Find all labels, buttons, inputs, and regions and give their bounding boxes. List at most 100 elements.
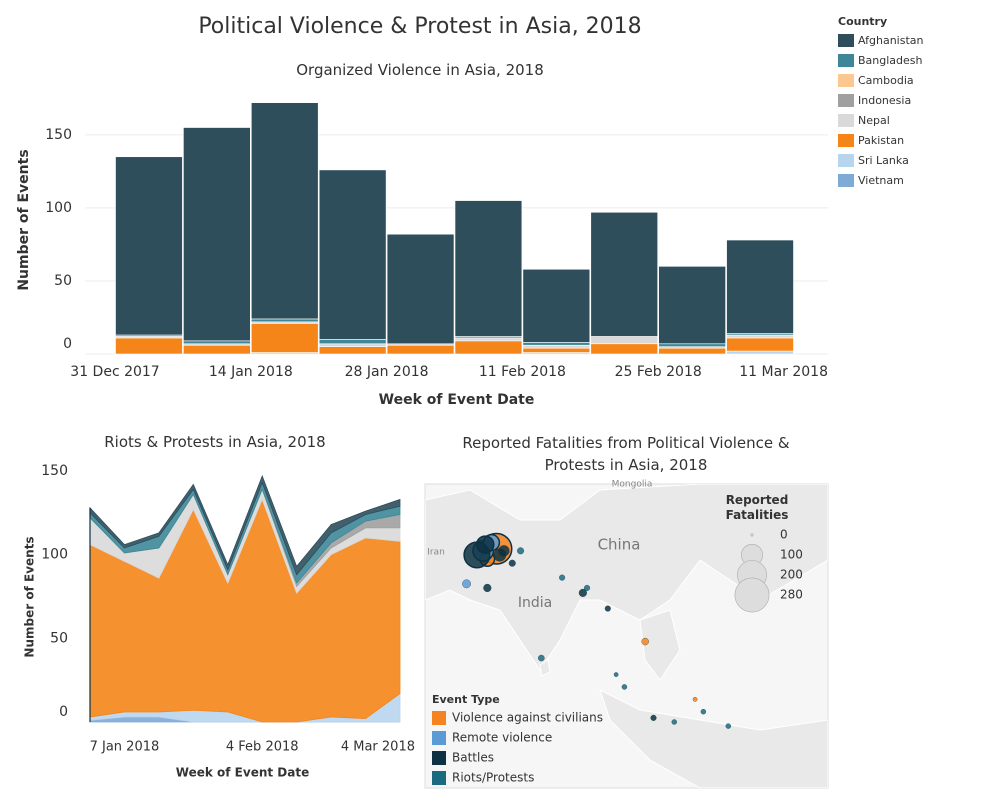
- legend-swatch: [838, 114, 854, 127]
- x-tick-label: 7 Jan 2018: [90, 740, 160, 755]
- legend-label: Afghanistan: [858, 34, 924, 47]
- legend-label: Sri Lanka: [858, 154, 909, 167]
- bar-segment: [726, 334, 794, 339]
- bar-segment: [251, 318, 319, 323]
- land: [425, 484, 828, 788]
- bubbles: [462, 532, 731, 729]
- bar-segment: [454, 340, 523, 355]
- legend-swatch: [838, 174, 854, 187]
- bar-segment: [590, 336, 658, 345]
- bubble: [725, 723, 731, 729]
- bubble: [559, 574, 566, 581]
- bar-segment: [454, 200, 523, 337]
- legend-swatch: [432, 711, 446, 725]
- bar-segment: [318, 339, 387, 345]
- y-tick-label: 50: [50, 630, 68, 646]
- y-tick-label: 100: [41, 547, 68, 563]
- bar-segment: [318, 169, 387, 340]
- bubble: [517, 547, 525, 555]
- bubble: [621, 684, 628, 690]
- bar-segment: [183, 340, 251, 345]
- legend-title: Event Type: [432, 693, 500, 706]
- x-tick-label: 11 Feb 2018: [479, 364, 566, 380]
- place-label: Iran: [427, 548, 445, 558]
- y-tick-label: 100: [45, 200, 72, 216]
- legend-label: Riots/Protests: [452, 771, 534, 785]
- bubble: [483, 583, 492, 592]
- bubble: [508, 559, 516, 567]
- bar-segment: [386, 233, 455, 345]
- bar-segment: [115, 337, 183, 355]
- x-tick-label: 11 Mar 2018: [739, 364, 828, 380]
- bar-segment: [726, 337, 794, 352]
- size-legend-label: 200: [780, 568, 803, 582]
- bubble: [650, 714, 657, 721]
- legend-label: Violence against civilians: [452, 711, 603, 725]
- chart-title: Reported Fatalities from Political Viole…: [462, 434, 790, 474]
- size-legend-label: 0: [780, 528, 788, 542]
- legend-swatch: [432, 731, 446, 745]
- legend-title: Country: [838, 15, 887, 28]
- bubble: [498, 545, 510, 557]
- place-label: Mongolia: [612, 480, 653, 490]
- area: [89, 474, 401, 576]
- bar-segment: [251, 323, 319, 353]
- bar-segment: [251, 102, 319, 320]
- bubble: [584, 584, 591, 591]
- bar-segment: [386, 344, 455, 355]
- bubble: [692, 697, 698, 702]
- bar-segment: [522, 268, 591, 343]
- x-tick-label: 25 Feb 2018: [615, 364, 702, 380]
- legend-swatch: [838, 34, 854, 47]
- bar-segment: [454, 337, 523, 342]
- y-axis-label: Number of Events: [16, 149, 32, 290]
- bubble: [700, 708, 707, 715]
- bar-segment: [658, 347, 726, 355]
- bar-segment: [522, 344, 591, 349]
- y-tick-label: 150: [45, 127, 72, 143]
- y-tick-label: 50: [54, 273, 72, 289]
- bubble: [462, 579, 471, 589]
- size-legend-label: 280: [780, 588, 803, 602]
- place-label: India: [518, 595, 552, 611]
- x-tick-label: 4 Feb 2018: [226, 740, 299, 755]
- x-tick-label: 14 Jan 2018: [209, 364, 293, 380]
- legend-swatch: [838, 94, 854, 107]
- legend-swatch: [838, 74, 854, 87]
- chart-title: Riots & Protests in Asia, 2018: [104, 433, 326, 451]
- bar-segment: [115, 156, 183, 336]
- legend-swatch: [838, 134, 854, 147]
- bar-segment: [726, 350, 794, 355]
- bar-segment: [522, 342, 591, 346]
- size-legend-circle: [734, 577, 770, 613]
- x-tick-label: 28 Jan 2018: [345, 364, 429, 380]
- bar-segment: [590, 211, 658, 337]
- y-axis-label: Number of Events: [23, 536, 37, 657]
- legend-label: Indonesia: [858, 94, 911, 107]
- bar-segment: [726, 239, 794, 334]
- bar-segment: [590, 343, 658, 355]
- legend-label: Bangladesh: [858, 54, 923, 67]
- bar-segment: [183, 127, 251, 342]
- x-axis-label: Week of Event Date: [379, 392, 535, 408]
- legend-swatch: [432, 751, 446, 765]
- x-tick-label: 4 Mar 2018: [341, 740, 415, 755]
- legend-label: Nepal: [858, 114, 890, 127]
- x-tick-label: 31 Dec 2017: [70, 364, 159, 380]
- dashboard-title: Political Violence & Protest in Asia, 20…: [198, 14, 642, 39]
- legend-label: Battles: [452, 751, 494, 765]
- bar-segment: [658, 266, 726, 345]
- bubble: [475, 535, 495, 554]
- y-tick-label: 0: [59, 704, 68, 720]
- bar-segment: [318, 346, 387, 355]
- bar-segment: [522, 347, 591, 353]
- place-label: China: [598, 536, 641, 554]
- bubble: [604, 605, 611, 612]
- x-axis-label: Week of Event Date: [176, 766, 309, 780]
- legend-swatch: [838, 54, 854, 67]
- bubble: [578, 588, 587, 597]
- legend-label: Cambodia: [858, 74, 914, 87]
- bubble: [641, 637, 649, 646]
- bar-segment: [658, 343, 726, 347]
